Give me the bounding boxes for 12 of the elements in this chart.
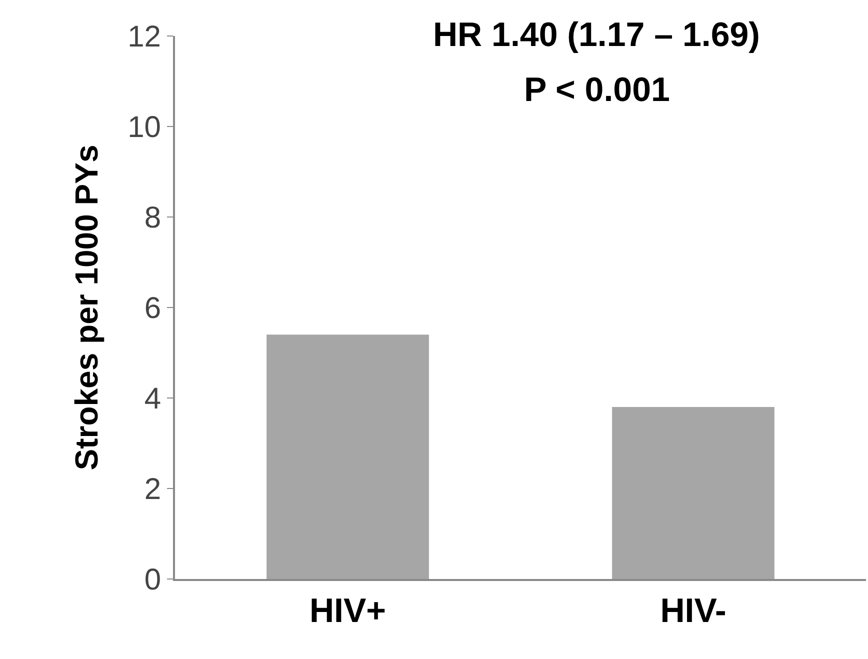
y-tick-label: 0 bbox=[144, 564, 161, 596]
y-tick-label: 2 bbox=[144, 473, 161, 506]
y-tick-label: 6 bbox=[144, 292, 161, 325]
x-tick-label: HIV- bbox=[660, 592, 726, 630]
x-tick-label: HIV+ bbox=[309, 592, 386, 630]
y-tick-label: 8 bbox=[144, 202, 161, 234]
y-tick-label: 10 bbox=[128, 111, 161, 144]
y-tick-label: 4 bbox=[144, 382, 161, 416]
annotation: HR 1.40 (1.17 – 1.69) bbox=[433, 16, 760, 54]
y-tick-label: 12 bbox=[128, 20, 161, 54]
y-axis-title: Strokes per 1000 PYs bbox=[68, 144, 104, 470]
annotation: P < 0.001 bbox=[524, 71, 670, 109]
